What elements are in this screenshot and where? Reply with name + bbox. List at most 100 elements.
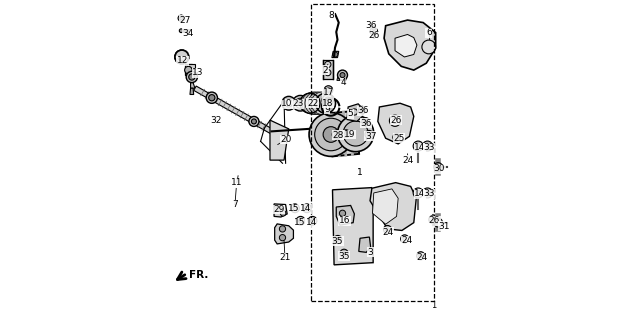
Circle shape: [316, 93, 335, 113]
Circle shape: [360, 108, 364, 112]
Circle shape: [206, 92, 218, 103]
Text: 33: 33: [423, 189, 435, 198]
Text: 14: 14: [414, 189, 426, 198]
Text: 36: 36: [360, 119, 372, 128]
Circle shape: [292, 95, 308, 111]
Polygon shape: [336, 205, 355, 225]
Circle shape: [285, 100, 292, 107]
Circle shape: [413, 188, 423, 198]
Circle shape: [395, 135, 399, 139]
Text: 17: 17: [323, 88, 334, 97]
Circle shape: [425, 143, 430, 149]
Circle shape: [298, 101, 303, 106]
Circle shape: [383, 225, 392, 234]
Text: 12: 12: [177, 56, 188, 65]
Circle shape: [415, 143, 420, 149]
Circle shape: [280, 226, 285, 232]
Polygon shape: [333, 188, 373, 265]
Text: 33: 33: [423, 143, 435, 152]
Polygon shape: [347, 104, 364, 122]
Text: 3: 3: [368, 247, 374, 257]
Text: 19: 19: [344, 130, 355, 139]
Circle shape: [419, 254, 422, 258]
Text: 35: 35: [338, 252, 349, 261]
Circle shape: [358, 106, 366, 114]
Polygon shape: [275, 224, 293, 244]
Circle shape: [422, 40, 436, 54]
Circle shape: [367, 133, 371, 137]
Text: FR.: FR.: [189, 270, 209, 280]
Text: 14: 14: [414, 143, 426, 152]
Polygon shape: [395, 35, 417, 57]
Circle shape: [280, 235, 285, 241]
Circle shape: [296, 216, 305, 225]
Circle shape: [364, 120, 367, 123]
Circle shape: [209, 95, 215, 101]
Polygon shape: [185, 64, 195, 69]
Circle shape: [386, 228, 389, 231]
Circle shape: [295, 98, 305, 108]
Circle shape: [393, 133, 401, 141]
Circle shape: [372, 26, 376, 30]
Polygon shape: [185, 64, 192, 75]
Text: 24: 24: [382, 228, 393, 236]
Circle shape: [308, 92, 331, 115]
Circle shape: [302, 92, 324, 115]
Circle shape: [345, 132, 348, 135]
Text: 22: 22: [307, 99, 318, 108]
Text: 35: 35: [332, 237, 343, 246]
Text: 26: 26: [390, 116, 402, 125]
Text: 10: 10: [282, 99, 293, 108]
Circle shape: [335, 133, 339, 136]
Circle shape: [365, 130, 373, 138]
Circle shape: [340, 249, 348, 257]
Text: 5: 5: [348, 109, 353, 118]
Circle shape: [276, 205, 282, 211]
Text: 23: 23: [292, 99, 304, 108]
Text: 1: 1: [357, 167, 363, 176]
Polygon shape: [372, 189, 398, 224]
Circle shape: [333, 52, 338, 57]
Polygon shape: [337, 75, 347, 80]
Circle shape: [282, 96, 296, 110]
Polygon shape: [270, 120, 289, 160]
Circle shape: [339, 210, 346, 216]
Circle shape: [300, 93, 320, 113]
Polygon shape: [190, 88, 194, 95]
Text: 16: 16: [339, 216, 351, 225]
Text: 25: 25: [393, 134, 404, 143]
Circle shape: [322, 95, 333, 106]
Circle shape: [342, 252, 346, 255]
Circle shape: [343, 121, 368, 146]
Circle shape: [179, 29, 183, 33]
Text: 8: 8: [329, 11, 335, 20]
Circle shape: [280, 210, 286, 216]
Text: 15: 15: [288, 204, 300, 214]
Circle shape: [337, 70, 348, 80]
Polygon shape: [332, 51, 339, 57]
Circle shape: [370, 28, 378, 35]
Circle shape: [323, 127, 339, 142]
Polygon shape: [378, 103, 414, 144]
Text: 26: 26: [429, 216, 440, 225]
Circle shape: [403, 237, 406, 241]
Polygon shape: [274, 204, 287, 217]
Circle shape: [311, 92, 333, 115]
Polygon shape: [359, 237, 371, 252]
Circle shape: [389, 115, 401, 126]
Text: 30: 30: [434, 165, 445, 173]
Circle shape: [415, 191, 420, 195]
Text: 24: 24: [401, 236, 413, 245]
Circle shape: [310, 219, 315, 223]
Circle shape: [293, 206, 297, 210]
Circle shape: [413, 141, 423, 151]
Text: 31: 31: [438, 222, 449, 231]
Circle shape: [175, 50, 189, 64]
Circle shape: [189, 74, 195, 80]
Circle shape: [425, 191, 430, 195]
Text: 34: 34: [182, 29, 193, 38]
Circle shape: [186, 71, 198, 83]
Text: 24: 24: [416, 253, 428, 262]
Text: 14: 14: [300, 204, 312, 214]
Text: 15: 15: [294, 218, 305, 227]
